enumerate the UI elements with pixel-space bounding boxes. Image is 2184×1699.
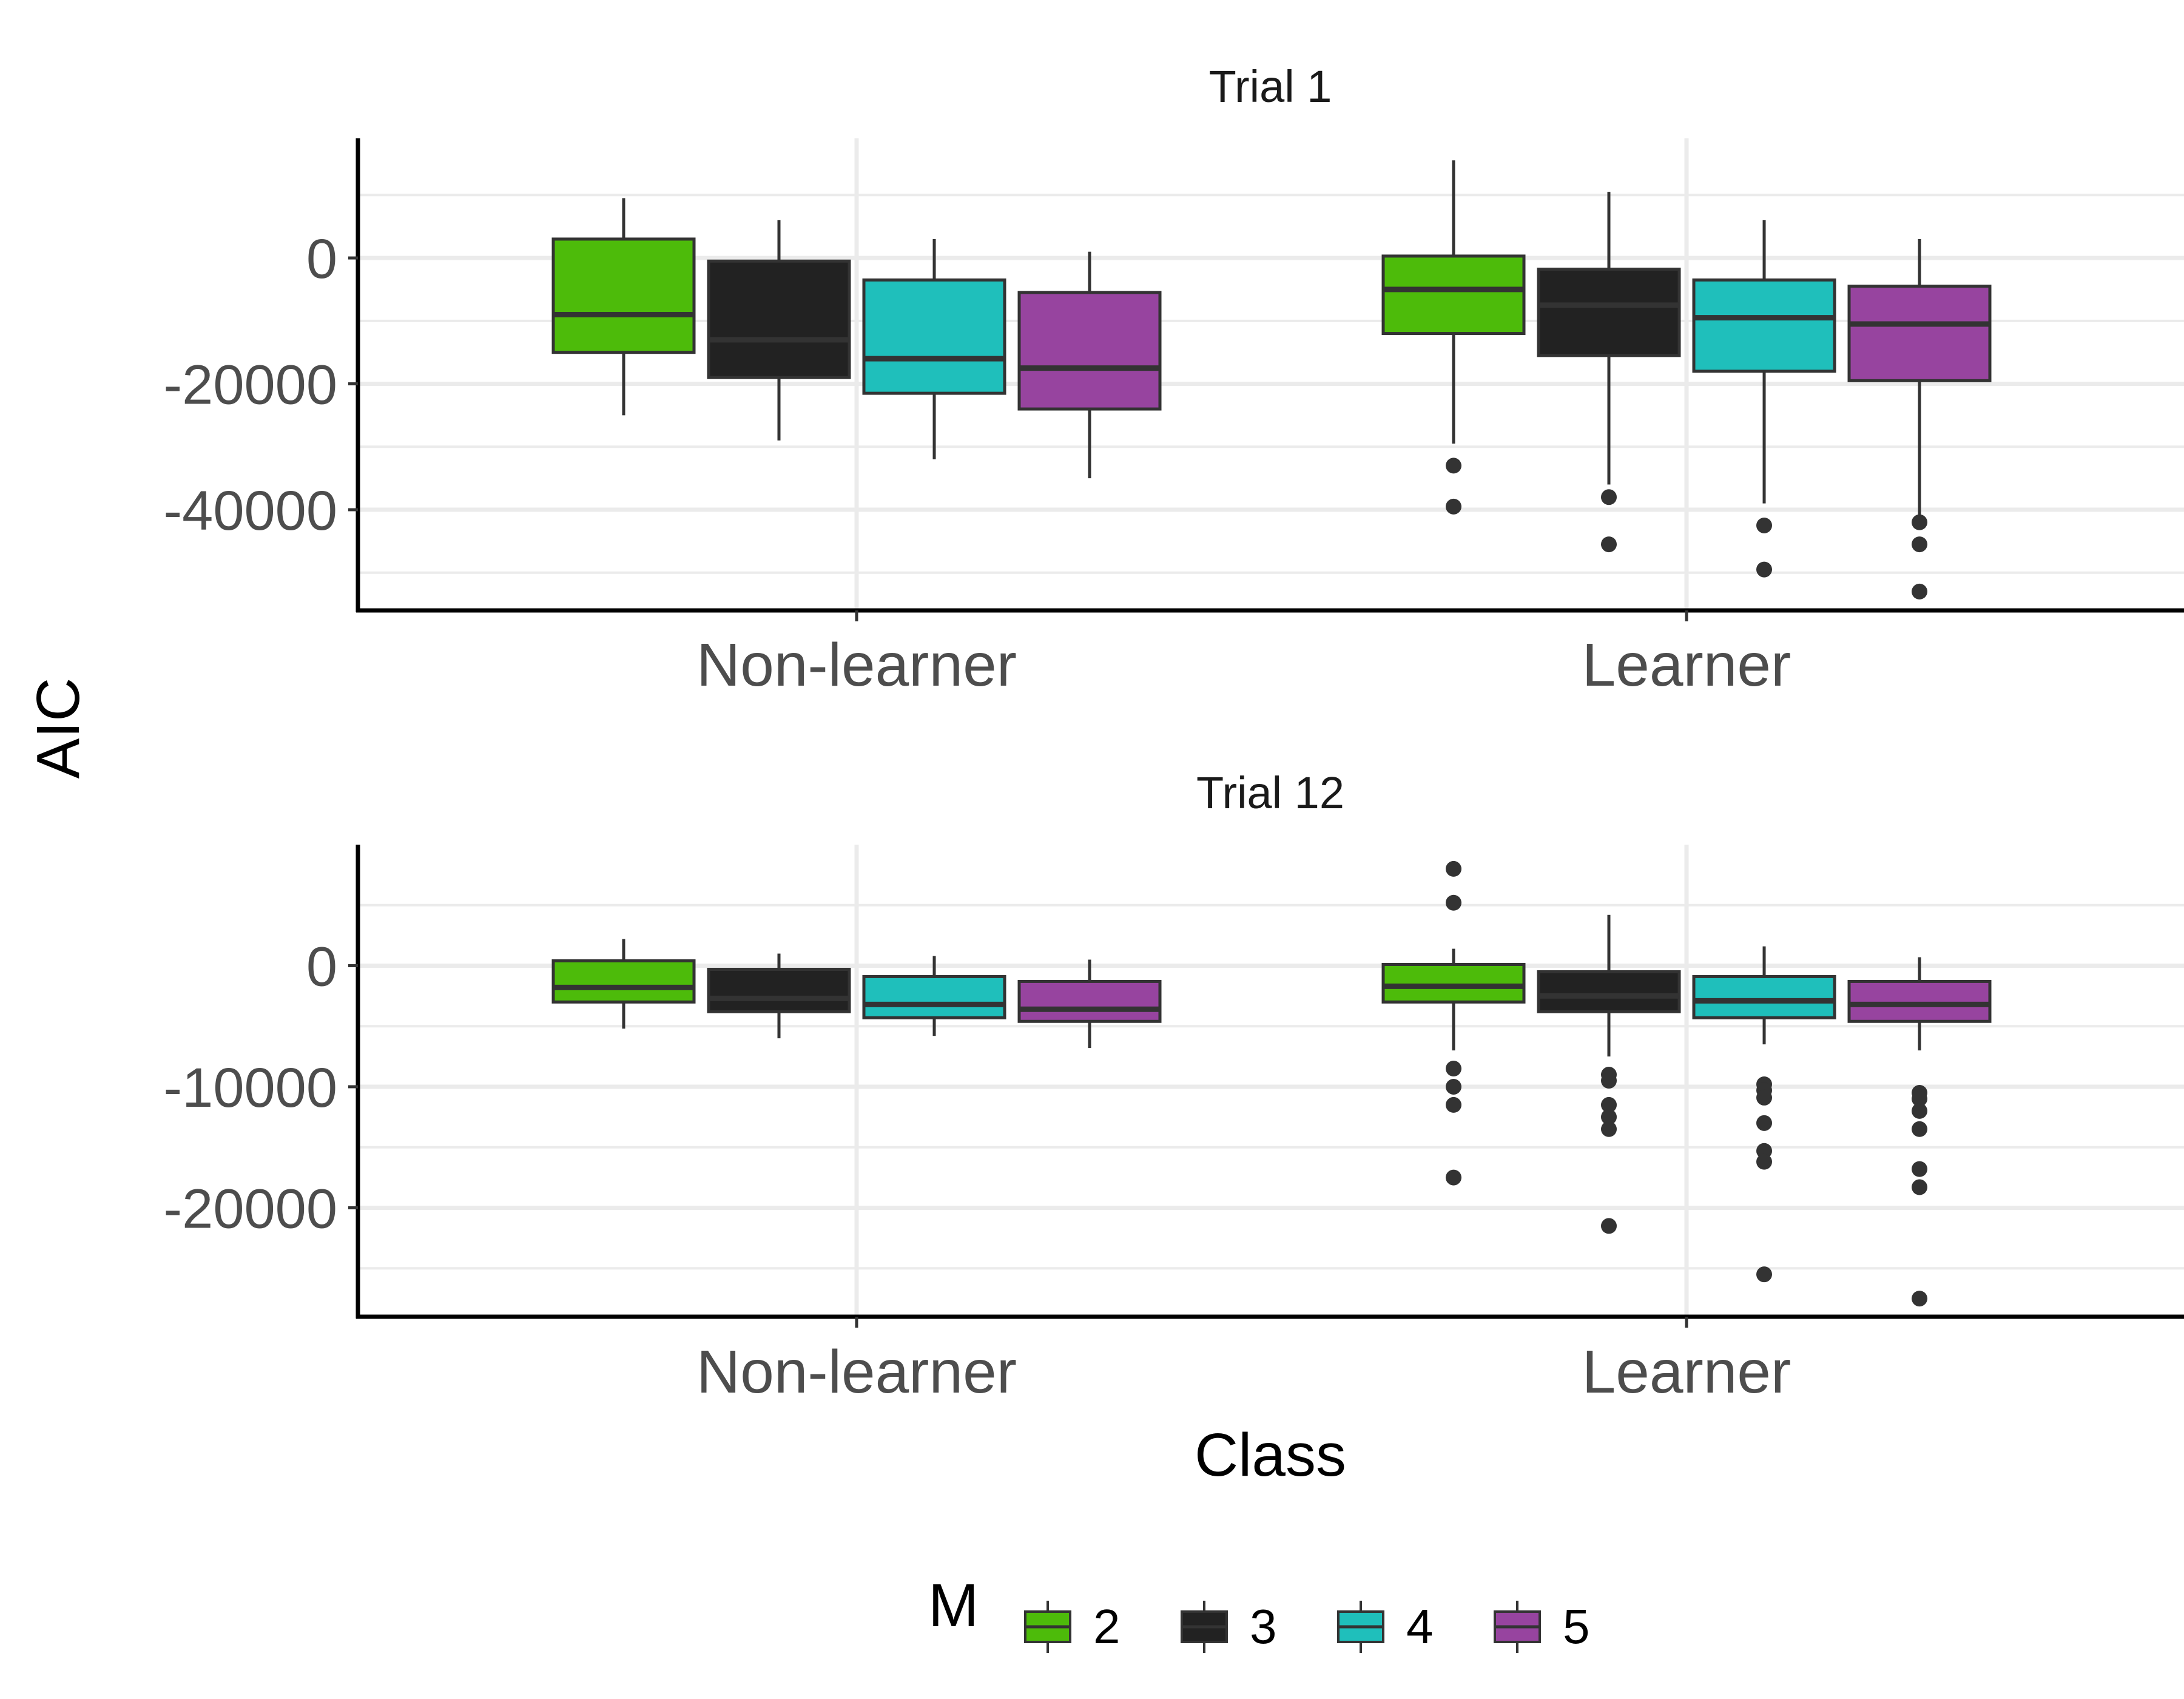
y-tick-label: 0 [306,228,337,290]
box-m2 [551,198,696,416]
outlier-point [1912,1103,1927,1119]
box-body [551,237,696,354]
outlier-point [1601,1073,1617,1089]
x-axis-title: Class [1195,1421,1346,1489]
box-m2 [1381,860,1526,1186]
outlier-point [1601,1109,1617,1125]
outlier-point [1601,1218,1617,1234]
x-tick-label: Learner [1582,1338,1791,1406]
legend-label: 4 [1406,1599,1434,1653]
box-m3 [707,953,851,1039]
y-tick-label: -10000 [164,1057,337,1119]
outlier-point [1446,1096,1461,1113]
box-body [862,278,1006,395]
box-body [707,259,851,379]
outlier-point [1756,1153,1772,1170]
outlier-point [1756,561,1772,578]
box-body [1692,278,1836,373]
outlier-point [1912,1179,1927,1195]
y-tick-label: 0 [306,936,337,998]
box-m5 [1847,238,1992,600]
box-m5 [1847,957,1992,1307]
legend-item-m4: 4 [1337,1599,1434,1653]
box-body [1381,254,1526,336]
legend-label: 2 [1093,1599,1121,1653]
outlier-point [1446,1078,1461,1095]
outlier-point [1912,514,1927,530]
box-body [1692,974,1836,1019]
outlier-point [1756,1115,1772,1131]
outlier-point [1601,536,1617,553]
box-m3 [1537,192,1681,553]
outlier-point [1446,498,1461,515]
box-body [1847,979,1992,1023]
panel-2: Trial 12 0 -10000 -20000 Non-learner Learner [164,768,2184,1406]
outlier-point [1756,1143,1772,1159]
panel-title: Trial 1 [1209,61,1332,112]
box-body [1017,291,1162,411]
outlier-point [1912,1121,1927,1137]
outlier-point [1756,1089,1772,1106]
y-tick-label: -20000 [164,1178,337,1240]
box-body [862,974,1006,1019]
x-tick-label: Learner [1582,631,1791,699]
box-body [1017,979,1162,1023]
box-m5 [1017,251,1162,479]
outlier-point [1912,583,1927,600]
outlier-point [1601,489,1617,505]
outlier-point [1756,517,1772,533]
legend-label: 5 [1563,1599,1590,1653]
outlier-point [1601,1096,1617,1113]
box-m4 [862,238,1006,460]
group-non-learner [551,198,1162,479]
outlier-point [1446,1061,1461,1077]
box-body [1537,268,1681,357]
outlier-point [1446,1169,1461,1186]
x-tick-label: Non-learner [696,631,1017,699]
box-body [1381,962,1526,1004]
box-m2 [1381,160,1526,515]
legend-item-m2: 2 [1024,1599,1121,1653]
outlier-point [1912,1291,1927,1307]
legend-item-m5: 5 [1494,1599,1590,1653]
legend-item-m3: 3 [1181,1599,1277,1653]
box-body [1847,285,1992,382]
box-body [551,959,696,1004]
legend: M 2 3 4 5 [928,1572,1590,1653]
outlier-point [1446,860,1461,877]
legend-label: 3 [1250,1599,1277,1653]
box-body [707,967,851,1013]
group-non-learner [551,939,1162,1049]
box-m3 [707,220,851,441]
legend-title: M [928,1572,979,1640]
outlier-point [1912,1161,1927,1177]
panel-1: Trial 1 0 -20000 -40000 Non-learner Learner [164,61,2184,699]
box-body [1537,970,1681,1013]
box-m4 [1692,946,1836,1283]
outlier-point [1912,1090,1927,1107]
y-tick-label: -20000 [164,354,337,416]
outlier-point [1446,458,1461,474]
box-m3 [1537,914,1681,1234]
y-axis-title: AIC [24,678,92,779]
group-learner [1381,860,1992,1307]
outlier-point [1912,536,1927,553]
y-tick-label: -40000 [164,480,337,542]
box-m2 [551,939,696,1029]
outlier-point [1601,1121,1617,1137]
x-tick-label: Non-learner [696,1338,1017,1406]
box-m5 [1017,959,1162,1049]
group-learner [1381,160,1992,600]
outlier-point [1446,894,1461,911]
panel-title: Trial 12 [1196,768,1344,818]
box-m4 [1692,220,1836,578]
box-m4 [862,956,1006,1036]
outlier-point [1756,1266,1772,1283]
